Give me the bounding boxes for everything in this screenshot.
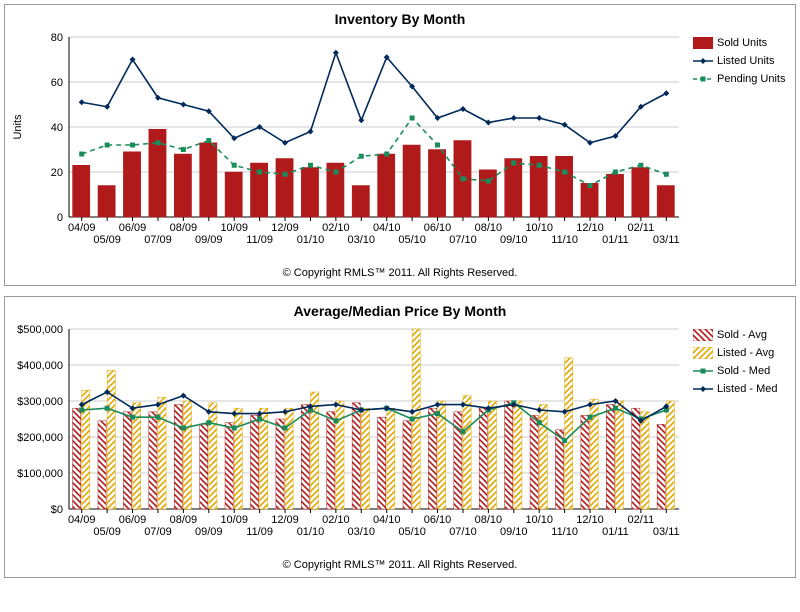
svg-text:12/10: 12/10: [576, 514, 604, 526]
inventory-chart-body: 020406080Units04/0905/0906/0907/0908/090…: [7, 29, 793, 259]
legend-label-pending: Pending Units: [717, 73, 786, 85]
svg-text:06/10: 06/10: [424, 514, 452, 526]
svg-text:11/10: 11/10: [551, 526, 578, 538]
svg-text:08/10: 08/10: [475, 514, 503, 526]
price-copyright: © Copyright RMLS™ 2011. All Rights Reser…: [7, 551, 793, 571]
svg-text:05/10: 05/10: [398, 526, 426, 538]
svg-text:80: 80: [51, 32, 63, 44]
svg-text:$300,000: $300,000: [17, 396, 63, 408]
svg-text:$0: $0: [51, 504, 63, 516]
svg-text:09/09: 09/09: [195, 234, 223, 246]
svg-text:06/09: 06/09: [119, 222, 147, 234]
svg-text:03/10: 03/10: [348, 526, 376, 538]
svg-text:$100,000: $100,000: [17, 468, 63, 480]
price-chart-svg: $0 $100,000 $200,000 $300,000 $400,000 $500,0…: [7, 321, 687, 551]
svg-text:02/11: 02/11: [628, 514, 655, 526]
legend-swatch-sold: [693, 37, 713, 49]
svg-text:05/09: 05/09: [93, 234, 121, 246]
legend-listed-units: Listed Units: [693, 53, 786, 69]
legend-label-listed-med: Listed - Med: [717, 383, 778, 395]
svg-text:03/11: 03/11: [653, 526, 680, 538]
svg-text:10/10: 10/10: [525, 514, 553, 526]
legend-label-sold-med: Sold - Med: [717, 365, 770, 377]
legend-swatch-sold-med: [693, 365, 713, 377]
legend-sold-units: Sold Units: [693, 35, 786, 51]
svg-text:01/11: 01/11: [602, 234, 629, 246]
svg-text:10/09: 10/09: [220, 222, 248, 234]
legend-listed-med: Listed - Med: [693, 381, 778, 397]
svg-text:08/10: 08/10: [475, 222, 503, 234]
svg-text:40: 40: [51, 122, 63, 134]
svg-text:04/10: 04/10: [373, 514, 401, 526]
svg-text:07/10: 07/10: [449, 234, 477, 246]
price-chart-body: $0 $100,000 $200,000 $300,000 $400,000 $500,0…: [7, 321, 793, 551]
legend-sold-med: Sold - Med: [693, 363, 778, 379]
inventory-chart-svg: 020406080Units04/0905/0906/0907/0908/090…: [7, 29, 687, 259]
svg-text:01/11: 01/11: [602, 526, 629, 538]
legend-label-sold-avg: Sold - Avg: [717, 329, 767, 341]
svg-text:10/10: 10/10: [525, 222, 553, 234]
svg-text:$200,000: $200,000: [17, 432, 63, 444]
svg-text:03/11: 03/11: [653, 234, 680, 246]
legend-label-listed: Listed Units: [717, 55, 774, 67]
legend-listed-avg: Listed - Avg: [693, 345, 778, 361]
svg-text:01/10: 01/10: [297, 234, 325, 246]
svg-text:03/10: 03/10: [348, 234, 376, 246]
legend-label-sold: Sold Units: [717, 37, 767, 49]
svg-text:10/09: 10/09: [220, 514, 248, 526]
svg-text:0: 0: [57, 212, 63, 224]
svg-text:09/09: 09/09: [195, 526, 223, 538]
svg-text:08/09: 08/09: [170, 222, 198, 234]
legend-swatch-sold-avg: [693, 329, 713, 341]
legend-pending-units: Pending Units: [693, 71, 786, 87]
legend-label-listed-avg: Listed - Avg: [717, 347, 774, 359]
inventory-chart-container: Inventory By Month 020406080Units04/0905…: [4, 4, 796, 286]
svg-text:$500,000: $500,000: [17, 324, 63, 336]
inventory-copyright: © Copyright RMLS™ 2011. All Rights Reser…: [7, 259, 793, 279]
svg-text:11/09: 11/09: [246, 234, 273, 246]
svg-text:60: 60: [51, 77, 63, 89]
svg-text:05/09: 05/09: [93, 526, 121, 538]
price-legend: Sold - Avg Listed - Avg Sold - Med Liste…: [687, 321, 778, 551]
inventory-chart-title: Inventory By Month: [7, 7, 793, 29]
svg-text:02/10: 02/10: [322, 514, 350, 526]
svg-text:04/10: 04/10: [373, 222, 401, 234]
svg-text:$400,000: $400,000: [17, 360, 63, 372]
svg-text:02/11: 02/11: [628, 222, 655, 234]
svg-text:07/10: 07/10: [449, 526, 477, 538]
svg-text:Units: Units: [12, 114, 24, 140]
svg-text:12/09: 12/09: [271, 514, 299, 526]
legend-swatch-pending: [693, 73, 713, 85]
svg-text:11/10: 11/10: [551, 234, 578, 246]
svg-text:04/09: 04/09: [68, 222, 96, 234]
svg-text:01/10: 01/10: [297, 526, 325, 538]
svg-text:08/09: 08/09: [170, 514, 198, 526]
legend-swatch-listed: [693, 55, 713, 67]
svg-text:04/09: 04/09: [68, 514, 96, 526]
svg-text:11/09: 11/09: [246, 526, 273, 538]
svg-text:09/10: 09/10: [500, 234, 528, 246]
legend-sold-avg: Sold - Avg: [693, 327, 778, 343]
svg-text:07/09: 07/09: [144, 526, 172, 538]
svg-text:06/10: 06/10: [424, 222, 452, 234]
svg-text:09/10: 09/10: [500, 526, 528, 538]
svg-text:02/10: 02/10: [322, 222, 350, 234]
legend-swatch-listed-avg: [693, 347, 713, 359]
svg-text:07/09: 07/09: [144, 234, 172, 246]
svg-text:12/09: 12/09: [271, 222, 299, 234]
price-chart-title: Average/Median Price By Month: [7, 299, 793, 321]
svg-text:05/10: 05/10: [398, 234, 426, 246]
svg-text:20: 20: [51, 167, 63, 179]
svg-text:12/10: 12/10: [576, 222, 604, 234]
legend-swatch-listed-med: [693, 383, 713, 395]
svg-text:06/09: 06/09: [119, 514, 147, 526]
inventory-legend: Sold Units Listed Units Pending Units: [687, 29, 786, 259]
price-chart-container: Average/Median Price By Month $0 $100,000…: [4, 296, 796, 578]
